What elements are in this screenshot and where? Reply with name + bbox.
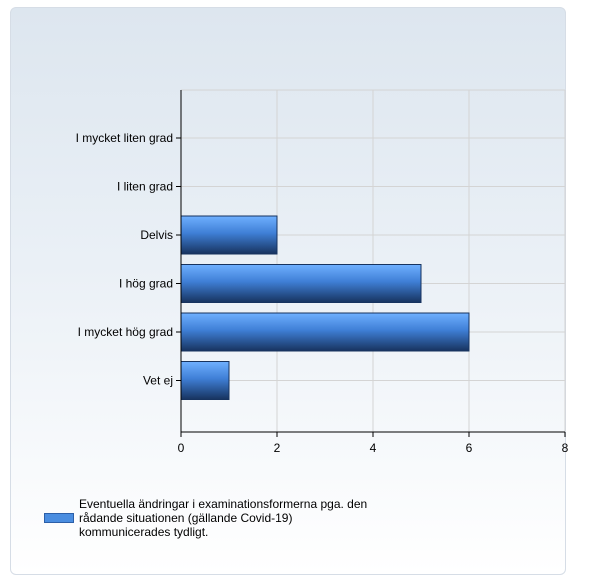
legend-swatch: [44, 513, 74, 523]
category-label: I mycket liten grad: [76, 131, 173, 145]
x-tick-label: 6: [466, 441, 473, 455]
x-tick-label: 2: [274, 441, 281, 455]
legend: Eventuella ändringar i examinationsforme…: [44, 497, 379, 539]
bar: [180, 264, 422, 303]
legend-label: Eventuella ändringar i examinationsforme…: [79, 497, 368, 539]
category-label: I hög grad: [119, 277, 173, 291]
category-label: I mycket hög grad: [78, 325, 173, 339]
x-tick-label: 0: [178, 441, 185, 455]
x-tick-label: 8: [562, 441, 569, 455]
axes: [176, 90, 566, 437]
bar: [180, 361, 230, 400]
category-label: I liten grad: [117, 180, 173, 194]
gridlines: [180, 89, 566, 432]
category-label: Delvis: [140, 228, 173, 242]
axis-labels: 0 2 4 6 8 I mycket liten grad I liten grad Delv…: [76, 131, 569, 455]
bars: [180, 215, 470, 400]
category-label: Vet ej: [143, 374, 173, 388]
x-tick-label: 4: [370, 441, 377, 455]
bar: [180, 312, 470, 352]
bar: [180, 215, 278, 255]
